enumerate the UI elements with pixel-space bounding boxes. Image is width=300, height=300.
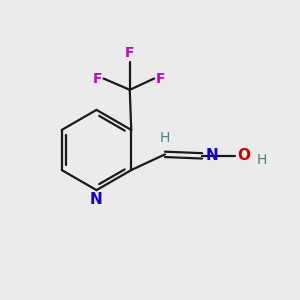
Text: F: F	[92, 71, 102, 85]
Text: H: H	[256, 153, 266, 167]
Text: F: F	[156, 71, 165, 85]
Text: N: N	[90, 192, 103, 207]
Text: F: F	[125, 46, 134, 60]
Text: N: N	[206, 148, 218, 163]
Text: O: O	[238, 148, 251, 163]
Text: H: H	[160, 131, 170, 146]
